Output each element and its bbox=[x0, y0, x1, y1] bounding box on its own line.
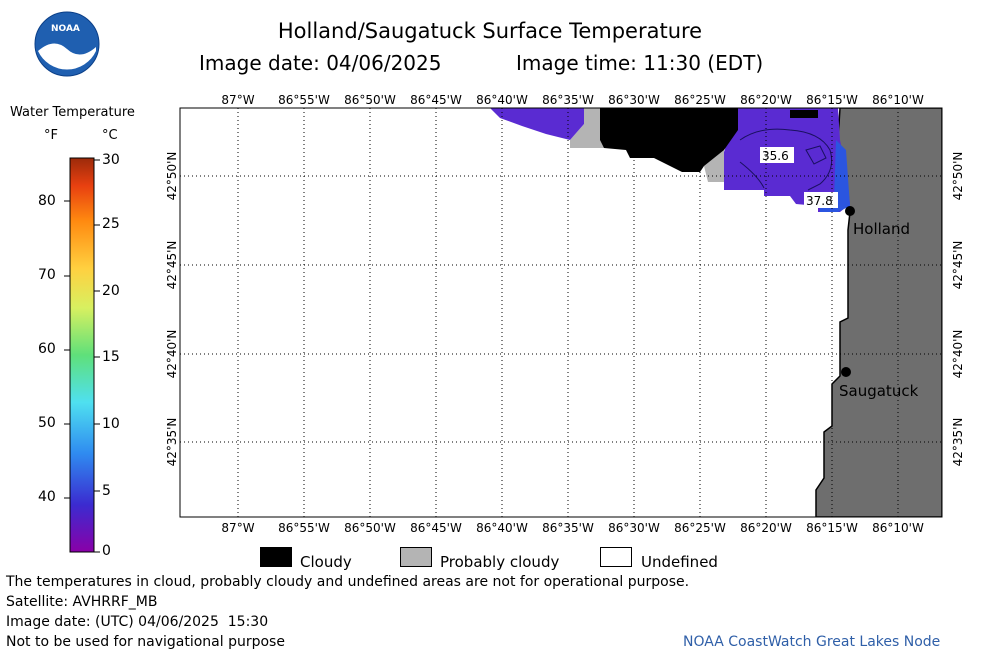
map-frame bbox=[179, 107, 943, 518]
footer-utc-date: Image date: (UTC) 04/06/2025 15:30 bbox=[6, 614, 269, 630]
colorbar-c-tick: 20 bbox=[102, 283, 120, 299]
legend-label-undefined: Undefined bbox=[641, 553, 718, 571]
contour-line bbox=[805, 145, 827, 165]
lat-label: 42°40'N bbox=[165, 330, 179, 379]
colorbar-title: Water Temperature bbox=[10, 105, 135, 120]
lon-labels-top: 87°W 86°55'W 86°50'W 86°45'W 86°40'W 86°… bbox=[221, 93, 924, 107]
lon-label: 86°55'W bbox=[278, 93, 330, 107]
lon-label: 86°50'W bbox=[344, 93, 396, 107]
holland-marker bbox=[845, 206, 855, 216]
colorbar-f-tick: 80 bbox=[38, 193, 56, 209]
lat-label: 42°50'N bbox=[165, 152, 179, 201]
city-label-saugatuck: Saugatuck bbox=[839, 382, 919, 400]
probably-cloudy-area bbox=[570, 108, 604, 148]
page-title: Holland/Saugatuck Surface Temperature bbox=[277, 19, 703, 43]
lat-label: 42°45'N bbox=[951, 241, 965, 290]
footer-nav-warning: Not to be used for navigational purpose bbox=[6, 634, 285, 650]
colorbar-c-tick: 0 bbox=[102, 543, 111, 559]
lon-label: 86°25'W bbox=[674, 521, 726, 535]
lon-label: 86°30'W bbox=[608, 521, 660, 535]
colorbar-f-tick: 50 bbox=[38, 415, 56, 431]
footer-credit: NOAA CoastWatch Great Lakes Node bbox=[683, 634, 941, 650]
lon-label: 86°10'W bbox=[872, 521, 924, 535]
footer-satellite: Satellite: AVHRRF_MB bbox=[6, 594, 158, 610]
contour-label-box bbox=[804, 192, 838, 208]
legend-swatch-undefined bbox=[600, 547, 632, 567]
lat-label: 42°50'N bbox=[951, 152, 965, 201]
colorbar-c-tick: 15 bbox=[102, 349, 120, 365]
water-warm bbox=[820, 140, 850, 212]
lon-label: 86°40'W bbox=[476, 93, 528, 107]
colorbar-unit-f: °F bbox=[44, 128, 58, 143]
cloud-area bbox=[790, 110, 818, 118]
contour-label: 35.6 bbox=[762, 149, 789, 163]
lon-label: 86°10'W bbox=[872, 93, 924, 107]
colorbar-unit-c: °C bbox=[102, 128, 118, 143]
noaa-logo-text: NOAA bbox=[51, 24, 80, 34]
lat-labels-left: 42°50'N 42°45'N 42°40'N 42°35'N bbox=[165, 152, 179, 467]
colorbar-f-tick: 70 bbox=[38, 267, 56, 283]
lon-label: 86°20'W bbox=[740, 93, 792, 107]
water-cold bbox=[490, 108, 584, 140]
noaa-logo: NOAA bbox=[34, 11, 100, 77]
lon-label: 86°45'W bbox=[410, 93, 462, 107]
lon-labels-bottom: 87°W 86°55'W 86°50'W 86°45'W 86°40'W 86°… bbox=[221, 521, 924, 535]
contour-line bbox=[739, 128, 833, 191]
image-date: Image date: 04/06/2025 bbox=[199, 51, 442, 75]
lat-label: 42°35'N bbox=[951, 418, 965, 467]
legend-swatch-cloudy bbox=[260, 547, 292, 567]
lat-label: 42°40'N bbox=[951, 330, 965, 379]
lon-label: 86°45'W bbox=[410, 521, 462, 535]
colorbar-f-tick: 60 bbox=[38, 341, 56, 357]
footer-disclaimer: The temperatures in cloud, probably clou… bbox=[6, 574, 690, 590]
saugatuck-marker bbox=[841, 367, 851, 377]
lon-label: 86°25'W bbox=[674, 93, 726, 107]
lon-label: 86°20'W bbox=[740, 521, 792, 535]
colorbar bbox=[69, 157, 95, 553]
legend-swatch-probably-cloudy bbox=[400, 547, 432, 567]
legend-label-probably-cloudy: Probably cloudy bbox=[440, 553, 560, 571]
lat-label: 42°45'N bbox=[165, 241, 179, 290]
lon-label: 86°15'W bbox=[806, 521, 858, 535]
colorbar-c-tick: 5 bbox=[102, 483, 111, 499]
contour-line bbox=[739, 161, 765, 189]
contour-label: 37.8 bbox=[806, 194, 833, 208]
colorbar-c-tick: 10 bbox=[102, 416, 120, 432]
colorbar-c-tick: 30 bbox=[102, 152, 120, 168]
lon-label: 86°40'W bbox=[476, 521, 528, 535]
lon-label: 86°35'W bbox=[542, 521, 594, 535]
lon-label: 87°W bbox=[221, 521, 254, 535]
lon-label: 86°15'W bbox=[806, 93, 858, 107]
image-time: Image time: 11:30 (EDT) bbox=[516, 51, 764, 75]
contour-label-box bbox=[760, 147, 794, 163]
lon-label: 86°50'W bbox=[344, 521, 396, 535]
colorbar-f-tick: 40 bbox=[38, 489, 56, 505]
lon-label: 86°35'W bbox=[542, 93, 594, 107]
graticule bbox=[180, 108, 942, 517]
colorbar-ticks bbox=[64, 159, 100, 553]
lon-label: 86°30'W bbox=[608, 93, 660, 107]
lon-label: 86°55'W bbox=[278, 521, 330, 535]
colorbar-c-tick: 25 bbox=[102, 216, 120, 232]
lon-label: 87°W bbox=[221, 93, 254, 107]
lat-label: 42°35'N bbox=[165, 418, 179, 467]
lat-labels-right: 42°50'N 42°45'N 42°40'N 42°35'N bbox=[951, 152, 965, 467]
legend-label-cloudy: Cloudy bbox=[300, 553, 352, 571]
city-label-holland: Holland bbox=[853, 220, 910, 238]
